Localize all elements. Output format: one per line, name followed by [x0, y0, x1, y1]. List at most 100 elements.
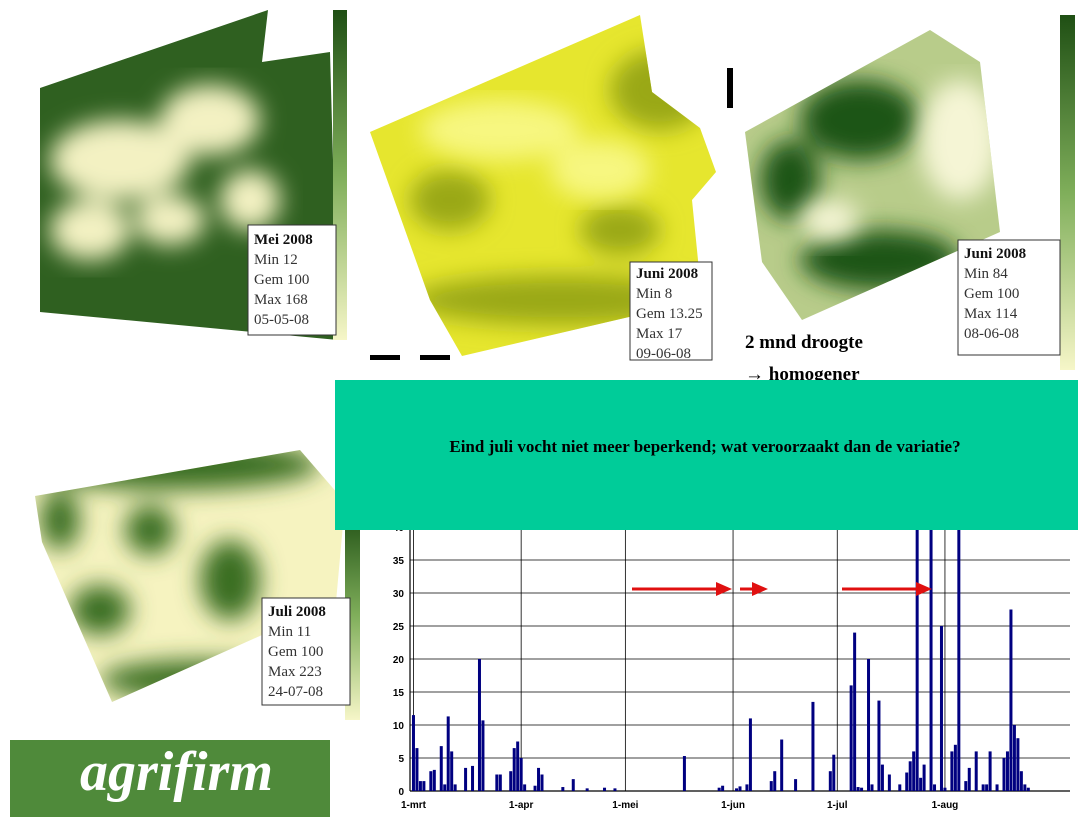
bar [811, 701, 815, 791]
logo-bg [10, 740, 330, 817]
bar [464, 767, 468, 791]
logo: agrifirm [80, 741, 273, 803]
bar [512, 748, 516, 791]
bar [957, 527, 961, 791]
bar [571, 779, 575, 791]
y-tick-label: 0 [398, 787, 404, 798]
bar [995, 784, 999, 791]
legend-box [247, 224, 337, 336]
bar [745, 784, 749, 791]
bar [939, 626, 943, 791]
y-tick-label: 5 [398, 754, 404, 765]
x-tick-label: 1-aug [932, 800, 959, 811]
x-tick-label: 1-jun [721, 800, 745, 811]
bar [439, 746, 443, 791]
legend-bar [1060, 15, 1075, 370]
bar [877, 700, 881, 791]
bar [849, 685, 853, 791]
legend-line: Min 12 [254, 252, 298, 268]
legend-line: 09-06-08 [636, 346, 691, 362]
legend-line: Min 84 [964, 266, 1008, 282]
callout-box [335, 380, 1078, 530]
bar [1002, 758, 1006, 791]
bar [748, 718, 752, 791]
bar [585, 788, 589, 791]
bar [905, 772, 909, 791]
legend-line: 08-06-08 [964, 326, 1019, 342]
bar [477, 659, 481, 791]
legend-line: Gem 13.25 [636, 306, 703, 322]
scale-bar [420, 355, 450, 360]
bar [794, 779, 798, 791]
bar [867, 659, 871, 791]
bar [540, 774, 544, 791]
y-tick-label: 25 [393, 622, 405, 633]
legend-box [957, 239, 1061, 356]
bar [953, 744, 957, 791]
bar [1019, 771, 1023, 791]
bar [533, 785, 537, 791]
legend-box [629, 261, 713, 361]
y-tick-label: 15 [393, 688, 405, 699]
bar [887, 774, 891, 791]
legend-line: Max 114 [964, 306, 1018, 322]
bar [1012, 725, 1016, 791]
bar [561, 787, 565, 791]
legend-box [261, 597, 351, 706]
bar [985, 784, 989, 791]
x-tick-label: 1-mrt [401, 800, 427, 811]
bar [422, 781, 426, 791]
bar [603, 787, 607, 791]
annotation: 2 mnd droogte [745, 332, 863, 353]
bar [908, 761, 912, 791]
bar [967, 767, 971, 791]
legend-title: Mei 2008 [254, 232, 313, 248]
bar [1005, 751, 1009, 791]
bar [832, 754, 836, 791]
bar [981, 784, 985, 791]
bar [780, 739, 784, 791]
legend-line: Max 223 [268, 664, 322, 680]
bar [495, 774, 499, 791]
bar [964, 781, 968, 791]
bar [870, 784, 874, 791]
bar [988, 751, 992, 791]
callout: Eind juli vocht niet meer beperkend; wat… [449, 437, 960, 456]
bar [519, 758, 523, 791]
x-tick-label: 1-apr [509, 800, 534, 811]
bar [429, 771, 433, 791]
bar [828, 771, 832, 791]
legend-line: 24-07-08 [268, 684, 323, 700]
bar [1009, 609, 1013, 791]
bar [912, 751, 916, 791]
bar [481, 720, 485, 791]
bars [411, 527, 1030, 791]
bar [950, 751, 954, 791]
legend-line: Max 168 [254, 292, 308, 308]
bar [432, 769, 436, 791]
legend-line: Min 8 [636, 286, 672, 302]
bar [1026, 787, 1030, 791]
bar [773, 771, 777, 791]
bar [853, 632, 857, 791]
bar [735, 788, 739, 791]
bar [915, 527, 919, 791]
bar [682, 756, 686, 791]
bar [443, 784, 447, 791]
bar [418, 781, 422, 791]
legend-line: Gem 100 [964, 286, 1019, 302]
bar [613, 788, 617, 791]
legend-line: Min 11 [268, 624, 311, 640]
bar [769, 781, 773, 791]
map-may [40, 10, 338, 340]
legend-line: Max 17 [636, 326, 683, 342]
scale-bar [370, 355, 400, 360]
bar [929, 527, 933, 791]
arrows [632, 582, 932, 596]
bar [860, 787, 864, 791]
y-tick-label: 20 [393, 655, 405, 666]
bar [738, 786, 742, 791]
bar [933, 784, 937, 791]
bar [717, 787, 721, 791]
